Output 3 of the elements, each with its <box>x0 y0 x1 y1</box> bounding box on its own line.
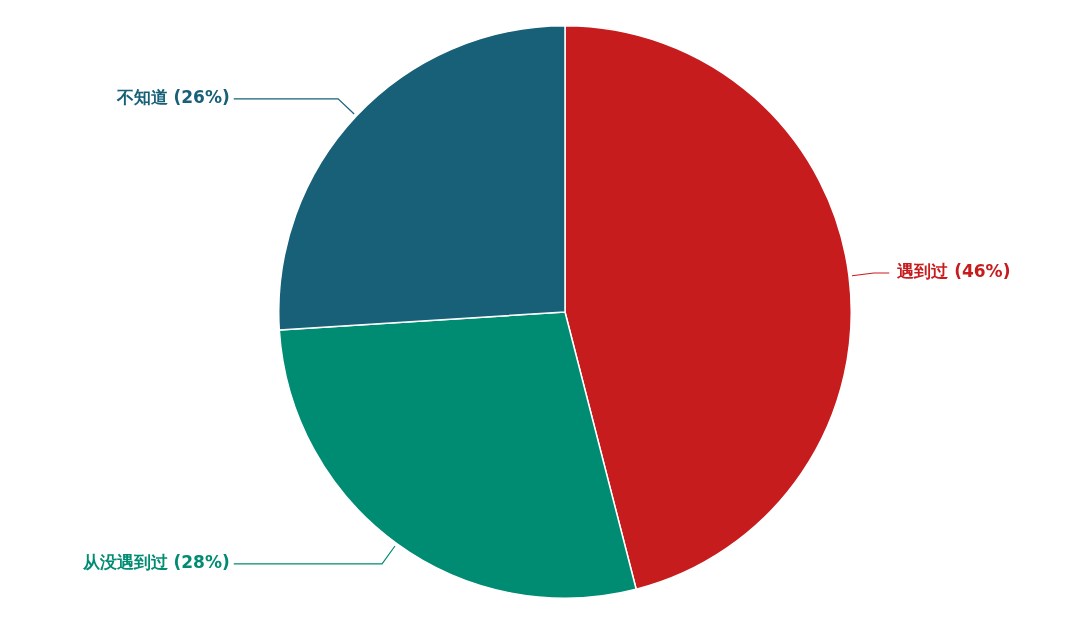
slice-label: 遇到过 (46%) <box>896 261 1011 282</box>
slice-label: 不知道 (26%) <box>115 87 230 108</box>
slice-label: 从没遇到过 (28%) <box>81 552 230 573</box>
